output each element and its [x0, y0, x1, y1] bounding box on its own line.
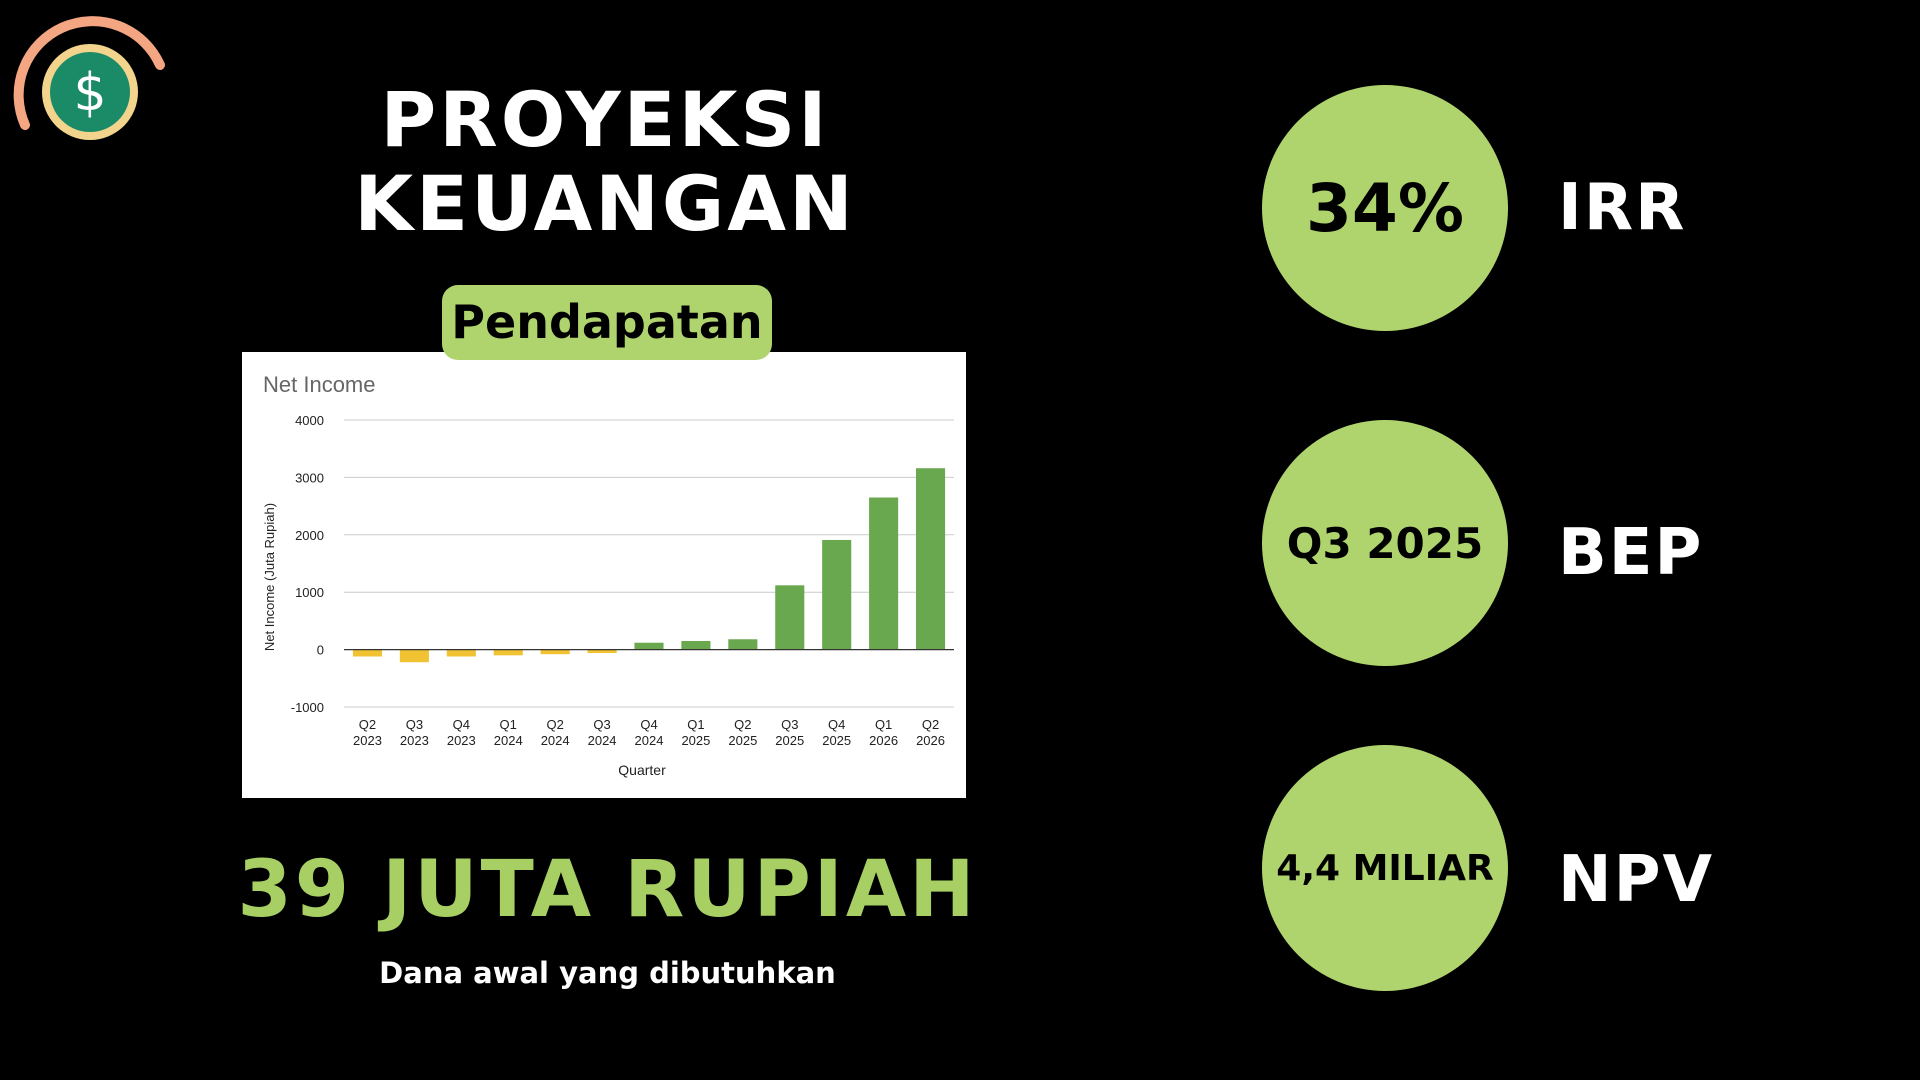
- chart-bars: [344, 468, 954, 662]
- bar-q1-2026: [869, 497, 898, 649]
- bar-q3-2023: [400, 650, 429, 663]
- page-title-line1: PROYEKSI: [250, 78, 960, 162]
- bep-value-circle: Q3 2025: [1262, 420, 1508, 666]
- x-tick-quarter: Q2: [734, 717, 751, 732]
- x-tick-quarter: Q4: [828, 717, 845, 732]
- x-tick-quarter: Q2: [922, 717, 939, 732]
- x-tick-year: 2025: [775, 733, 804, 748]
- chart-title: Net Income: [263, 372, 376, 397]
- x-tick-year: 2023: [447, 733, 476, 748]
- x-tick-quarter: Q2: [546, 717, 563, 732]
- x-tick-quarter: Q1: [875, 717, 892, 732]
- x-tick-year: 2023: [400, 733, 429, 748]
- x-tick-year: 2025: [728, 733, 757, 748]
- bep-value: Q3 2025: [1287, 519, 1483, 568]
- x-tick-year: 2023: [353, 733, 382, 748]
- x-tick-year: 2024: [635, 733, 664, 748]
- bep-label: BEP: [1558, 513, 1858, 593]
- page-title: PROYEKSI KEUANGAN: [250, 78, 960, 246]
- page-title-line2: KEUANGAN: [250, 162, 960, 246]
- y-tick-label: 1000: [295, 585, 324, 600]
- bar-q1-2024: [494, 650, 523, 656]
- x-tick-year: 2026: [869, 733, 898, 748]
- logo: $: [10, 10, 170, 150]
- funding-amount: 39 JUTA RUPIAH: [230, 845, 985, 935]
- x-tick-quarter: Q2: [359, 717, 376, 732]
- bar-q3-2025: [775, 585, 804, 649]
- bar-q2-2025: [728, 639, 757, 649]
- bar-q2-2023: [353, 650, 382, 657]
- net-income-chart: Net Income 4000 3000 2000 1000 0 -1000 Q2 2023 Q…: [242, 352, 966, 798]
- bar-q4-2024: [634, 643, 663, 650]
- x-tick-quarter: Q1: [500, 717, 517, 732]
- npv-label: NPV: [1558, 840, 1858, 920]
- bar-q2-2026: [916, 468, 945, 649]
- y-tick-label: 4000: [295, 413, 324, 428]
- bar-q1-2025: [681, 641, 710, 650]
- y-tick-label: -1000: [291, 700, 324, 715]
- y-tick-label: 0: [317, 643, 324, 658]
- x-tick-quarter: Q3: [593, 717, 610, 732]
- dollar-coin-icon: $: [10, 10, 170, 150]
- npv-value-circle: 4,4 MILIAR: [1262, 745, 1508, 991]
- irr-value-circle: 34%: [1262, 85, 1508, 331]
- bar-q4-2023: [447, 650, 476, 657]
- x-tick-quarter: Q3: [406, 717, 423, 732]
- x-tick-quarter: Q1: [687, 717, 704, 732]
- chart-gridlines: [344, 420, 954, 707]
- x-tick-year: 2026: [916, 733, 945, 748]
- chart-svg: Net Income 40003000200010000-1000Q22023Q…: [242, 352, 966, 798]
- funding-caption: Dana awal yang dibutuhkan: [230, 953, 985, 993]
- bar-q2-2024: [541, 650, 570, 655]
- chart-x-axis-title: Quarter: [618, 762, 666, 778]
- bar-q4-2025: [822, 540, 851, 650]
- x-tick-year: 2025: [822, 733, 851, 748]
- y-tick-label: 2000: [295, 528, 324, 543]
- x-tick-year: 2024: [494, 733, 523, 748]
- x-tick-quarter: Q4: [640, 717, 657, 732]
- x-tick-year: 2024: [588, 733, 617, 748]
- x-tick-year: 2024: [541, 733, 570, 748]
- x-tick-year: 2025: [681, 733, 710, 748]
- npv-value: 4,4 MILIAR: [1276, 848, 1493, 889]
- irr-value: 34%: [1306, 170, 1464, 247]
- irr-label: IRR: [1558, 168, 1858, 248]
- x-tick-quarter: Q3: [781, 717, 798, 732]
- chart-y-axis-title: Net Income (Juta Rupiah): [262, 503, 277, 651]
- y-tick-label: 3000: [295, 470, 324, 485]
- x-tick-quarter: Q4: [453, 717, 470, 732]
- logo-glyph: $: [73, 63, 106, 123]
- section-label-badge: Pendapatan: [442, 285, 772, 360]
